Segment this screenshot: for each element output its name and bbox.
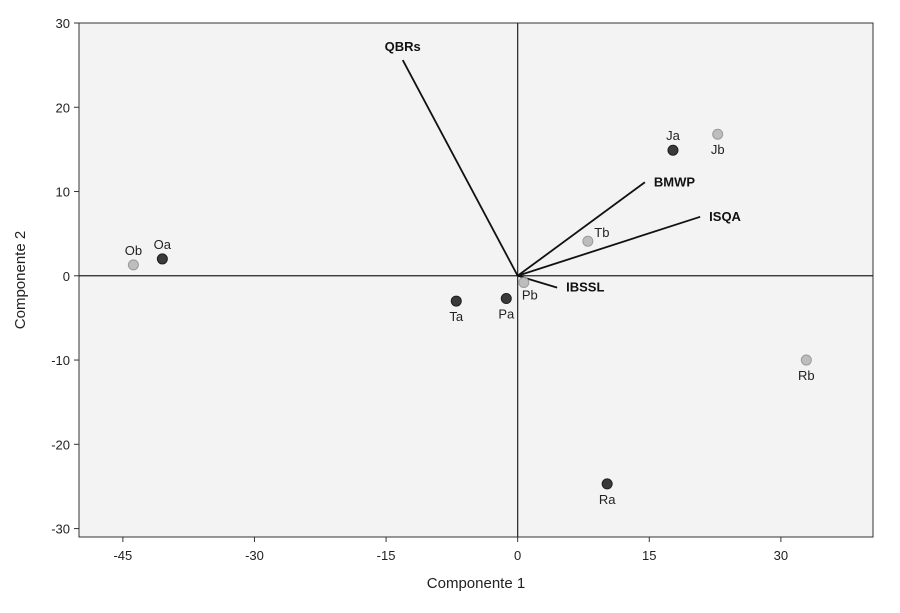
x-tick-label: -15 [377,548,396,563]
vector-label-ibssl: IBSSL [566,280,604,295]
vector-label-qbrs: QBRs [385,39,421,54]
vector-label-isqa: ISQA [709,209,741,224]
y-tick-label: 10 [56,185,70,200]
point-oa [156,253,168,265]
x-axis-title: Componente 1 [427,575,525,592]
point-ta [450,295,462,307]
axis-ticks: -45 -30 -15 0 15 30 -30 -20 -10 0 10 20 30 [51,16,788,563]
point-label-ta: Ta [449,309,464,324]
x-tick-label: 0 [514,548,521,563]
point-ja [667,144,679,156]
vector-qbrs [401,59,519,277]
x-tick-label: -45 [113,548,132,563]
point-label-oa: Oa [154,237,172,252]
point-label-rb: Rb [798,368,815,383]
point-label-pb: Pb [522,288,538,303]
point-jb [712,128,724,140]
point-label-ob: Ob [125,243,142,258]
vector-label-bmwp: BMWP [654,174,695,189]
point-label-ja: Ja [666,128,681,143]
point-label-ra: Ra [599,492,616,507]
y-tick-label: 30 [56,16,70,31]
point-label-jb: Jb [711,142,725,157]
point-pa [500,293,512,305]
origin-axes [79,23,873,537]
point-label-tb: Tb [594,225,609,240]
x-tick-label: 15 [642,548,656,563]
plot-area [78,22,874,538]
y-tick-label: -30 [51,522,70,537]
y-tick-label: 20 [56,100,70,115]
y-tick-label: 0 [63,269,70,284]
loading-vectors: QBRs BMWP ISQA IBSSL [385,39,742,295]
vector-bmwp [517,181,646,277]
y-tick-label: -20 [51,437,70,452]
point-tb [582,235,594,247]
x-tick-label: -30 [245,548,264,563]
point-ob [127,259,139,271]
y-tick-label: -10 [51,353,70,368]
vector-isqa [517,215,701,277]
x-tick-label: 30 [774,548,788,563]
y-axis-title: Componente 2 [12,231,29,329]
point-label-pa: Pa [498,307,515,322]
point-pb [518,277,530,289]
point-rb [800,354,812,366]
score-points: Oa Ob Ta Pa Pb Tb Ja Jb Rb Ra [125,128,815,507]
point-ra [601,478,613,490]
